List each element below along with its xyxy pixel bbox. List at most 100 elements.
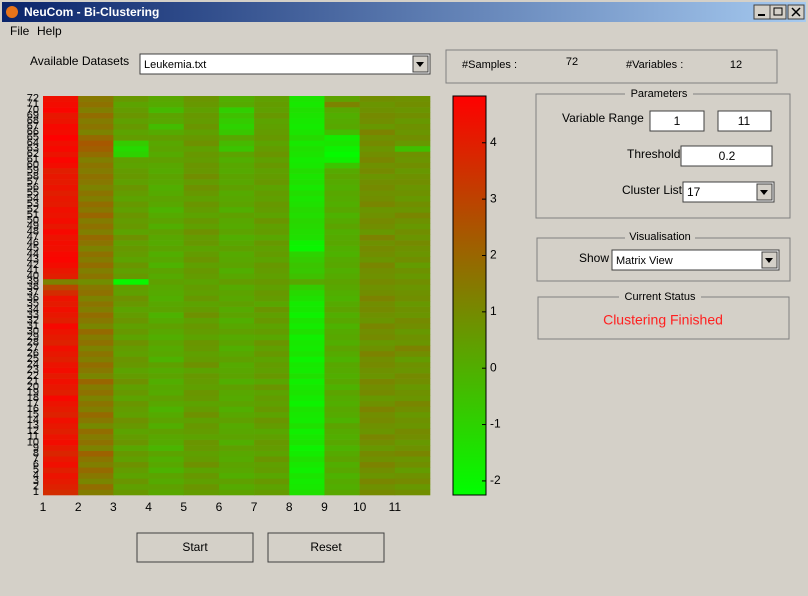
heatmap-cell — [78, 350, 114, 357]
heatmap-cell — [78, 145, 114, 152]
heatmap-cell — [324, 245, 360, 252]
y-tick-label: 23 — [27, 364, 39, 376]
heatmap-cell — [289, 101, 325, 108]
maximize-button[interactable] — [769, 4, 787, 20]
heatmap-cell — [113, 334, 149, 341]
heatmap-cell — [183, 445, 220, 451]
heatmap-cell — [394, 201, 431, 208]
heatmap-cell — [324, 301, 360, 307]
heatmap-cell — [183, 256, 220, 263]
heatmap-cell — [148, 472, 185, 479]
heatmap-cell — [148, 301, 185, 307]
range-from-input[interactable] — [649, 110, 705, 132]
heatmap-cell — [148, 96, 185, 102]
y-tick-label: 9 — [33, 442, 39, 454]
heatmap-cell — [289, 267, 325, 274]
heatmap-cell — [218, 450, 255, 457]
heatmap-cell — [43, 195, 79, 202]
heatmap-cell — [78, 223, 114, 230]
show-dropdown[interactable] — [611, 249, 780, 271]
heatmap-cell — [43, 434, 79, 440]
heatmap-cell — [218, 212, 255, 219]
heatmap-cell — [289, 439, 325, 446]
heatmap-cell — [254, 101, 290, 108]
heatmap-cell — [43, 295, 79, 302]
heatmap-cell — [218, 184, 255, 191]
app-icon — [6, 6, 18, 18]
y-tick-label: 67 — [27, 120, 39, 132]
heatmap-cell — [183, 162, 220, 169]
heatmap-cell — [43, 240, 79, 246]
heatmap-cell — [394, 400, 431, 407]
heatmap-cell — [218, 217, 255, 224]
cluster-dropdown[interactable] — [682, 181, 775, 203]
y-tick-label: 62 — [27, 148, 39, 160]
heatmap-cell — [359, 267, 396, 274]
heatmap-cell — [148, 173, 185, 180]
menu-item[interactable]: File — [10, 24, 30, 38]
heatmap-cell — [394, 373, 431, 379]
colorbar-tick-label: 1 — [490, 304, 497, 318]
heatmap-cell — [359, 201, 396, 208]
heatmap-cell — [148, 439, 185, 446]
minimize-button[interactable] — [753, 4, 771, 20]
heatmap-cell — [254, 212, 290, 219]
y-tick-label: 4 — [33, 470, 39, 482]
heatmap-cell — [148, 201, 185, 208]
y-tick-label: 28 — [27, 337, 39, 349]
heatmap-cell — [254, 317, 290, 324]
heatmap-cell — [394, 273, 431, 280]
heatmap-cell — [43, 350, 79, 357]
heatmap-cell — [113, 395, 149, 402]
heatmap-cell — [394, 339, 431, 346]
range-to-input[interactable] — [717, 110, 772, 132]
threshold-input[interactable] — [680, 145, 773, 167]
start-button[interactable] — [136, 532, 254, 563]
heatmap-cell — [218, 123, 255, 130]
heatmap-cell — [148, 461, 185, 468]
heatmap-cell — [43, 317, 79, 324]
reset-button[interactable] — [267, 532, 385, 563]
heatmap-cell — [43, 289, 79, 296]
heatmap-cell — [359, 323, 396, 330]
heatmap-cell — [359, 289, 396, 296]
heatmap-cell — [324, 206, 360, 213]
heatmap-cell — [43, 156, 79, 163]
heatmap-cell — [183, 284, 220, 291]
heatmap-cell — [324, 461, 360, 468]
heatmap-cell — [289, 206, 325, 213]
menu-item[interactable]: Help — [37, 24, 62, 38]
window-controls[interactable] — [753, 4, 805, 20]
dataset-dropdown[interactable] — [139, 53, 431, 75]
heatmap-cell — [359, 129, 396, 136]
heatmap-cell — [289, 223, 325, 230]
heatmap-cell — [254, 356, 290, 363]
heatmap-cell — [394, 323, 431, 330]
arrow-icon — [765, 258, 773, 263]
heatmap-cell — [148, 151, 185, 158]
heatmap-cell — [324, 101, 360, 108]
heatmap-cell — [148, 140, 185, 147]
heatmap-cell — [148, 179, 185, 185]
heatmap-cell — [324, 289, 360, 296]
heatmap-cell — [218, 278, 255, 285]
heatmap-cell — [394, 112, 431, 119]
heatmap-cell — [113, 489, 149, 496]
heatmap-cell — [148, 467, 185, 474]
heatmap-cell — [183, 140, 220, 147]
heatmap-cell — [183, 356, 220, 363]
heatmap-cell — [183, 422, 220, 429]
heatmap-cell — [148, 190, 185, 197]
heatmap-cell — [218, 251, 255, 258]
heatmap-cell — [183, 472, 220, 479]
heatmap-cell — [324, 339, 360, 346]
heatmap-cell — [78, 195, 114, 202]
heatmap-cell — [289, 134, 325, 141]
heatmap-cell — [359, 339, 396, 346]
heatmap-cell — [43, 373, 79, 379]
info-panel — [445, 49, 778, 84]
heatmap-cell — [113, 345, 149, 352]
show-label: Show — [579, 251, 609, 265]
heatmap-cell — [113, 145, 149, 152]
heatmap-cell — [324, 373, 360, 379]
